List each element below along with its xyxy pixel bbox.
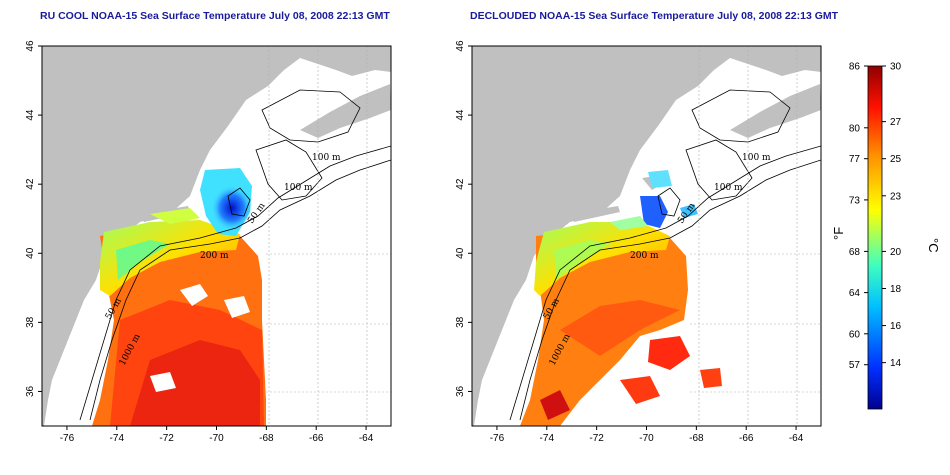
- lon-tick-label: -64: [359, 433, 374, 444]
- lat-tick-label: 36: [25, 385, 36, 397]
- lat-tick-label: 36: [455, 385, 466, 397]
- lat-tick-label: 42: [455, 178, 466, 190]
- celsius-tick-label: 20: [890, 247, 902, 258]
- fahrenheit-tick-label: 64: [849, 288, 861, 299]
- lon-tick-label: -74: [540, 433, 555, 444]
- nova-scotia: [300, 84, 391, 138]
- sst-cool: [640, 196, 668, 228]
- contour-label: 100 m: [312, 153, 341, 163]
- fahrenheit-tick-label: 60: [849, 329, 861, 340]
- fahrenheit-tick-label: 80: [849, 123, 861, 134]
- lat-tick-label: 44: [25, 109, 36, 121]
- contour-label: 200 m: [630, 251, 659, 261]
- lon-tick-label: -68: [259, 433, 274, 444]
- fahrenheit-tick-label: 77: [849, 154, 861, 165]
- fahrenheit-unit-label: °F: [831, 227, 846, 240]
- lon-tick-label: -70: [639, 433, 654, 444]
- lon-tick-label: -64: [789, 433, 804, 444]
- fahrenheit-tick-label: 73: [849, 195, 861, 206]
- lat-tick-label: 46: [25, 40, 36, 52]
- land-mass: [472, 46, 821, 426]
- lon-tick-label: -72: [159, 433, 174, 444]
- left-axis-ticks: -76 -74 -72 -70 -68 -66 -64 36 38 40 42 44 46: [25, 40, 374, 444]
- right-map: 100 m 100 m 50 m 200 m 50 m 1000 m -76 -7…: [455, 40, 822, 444]
- lat-tick-label: 40: [455, 247, 466, 259]
- celsius-tick-label: 30: [890, 62, 902, 73]
- lon-tick-label: -76: [60, 433, 75, 444]
- lat-tick-label: 42: [25, 178, 36, 190]
- nova-scotia: [730, 84, 821, 138]
- celsius-tick-label: 18: [890, 284, 902, 295]
- right-axis-ticks: -76 -74 -72 -70 -68 -66 -64 36 38 40 42 44 46: [455, 40, 804, 444]
- contour-label: 100 m: [742, 153, 771, 163]
- lon-tick-label: -66: [309, 433, 324, 444]
- fahrenheit-tick-label: 57: [849, 360, 861, 371]
- lon-tick-label: -74: [110, 433, 125, 444]
- contour-label: 200 m: [200, 251, 229, 261]
- lat-tick-label: 40: [25, 247, 36, 259]
- lon-tick-label: -72: [589, 433, 604, 444]
- contour-label: 100 m: [284, 183, 313, 193]
- colorbar-gradient: [867, 65, 883, 410]
- celsius-unit-label: °C: [926, 238, 941, 253]
- temperature-colorbar: 30 27 25 23 20 18 16 14 86 80 77 73 68 64 60 57 °F °C: [831, 62, 941, 410]
- lat-tick-label: 46: [455, 40, 466, 52]
- lon-tick-label: -76: [490, 433, 505, 444]
- sst-shelf: [100, 220, 240, 296]
- right-map-title: DECLOUDED NOAA-15 Sea Surface Temperatur…: [470, 10, 839, 22]
- land-mass: [42, 46, 391, 426]
- long-island: [570, 206, 620, 222]
- celsius-tick-label: 23: [890, 191, 902, 202]
- fahrenheit-tick-label: 86: [849, 62, 861, 73]
- lon-tick-label: -66: [739, 433, 754, 444]
- celsius-tick-label: 25: [890, 154, 902, 165]
- sst-shelf: [534, 222, 670, 296]
- left-map: 100 m 100 m 50 m 200 m 50 m 1000 m -76 -7…: [25, 40, 392, 444]
- left-map-title: RU COOL NOAA-15 Sea Surface Temperature …: [40, 10, 390, 22]
- lat-tick-label: 44: [455, 109, 466, 121]
- lat-tick-label: 38: [455, 316, 466, 328]
- lon-tick-label: -68: [689, 433, 704, 444]
- celsius-tick-label: 16: [890, 321, 902, 332]
- contour-label: 100 m: [714, 183, 743, 193]
- lat-tick-label: 38: [25, 316, 36, 328]
- celsius-tick-label: 27: [890, 117, 902, 128]
- lon-tick-label: -70: [209, 433, 224, 444]
- celsius-tick-label: 14: [890, 358, 902, 369]
- fahrenheit-tick-label: 68: [849, 247, 861, 258]
